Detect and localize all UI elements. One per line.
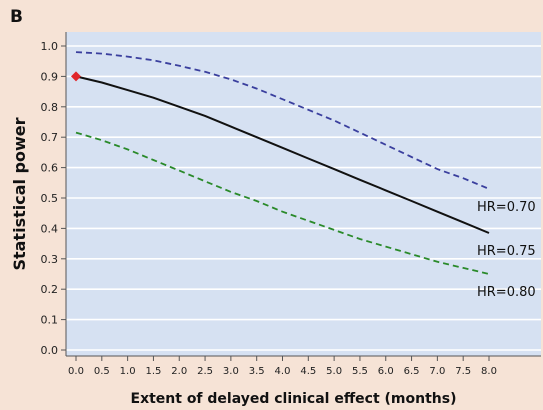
y-tick-label: 0.3	[41, 253, 59, 266]
series-label: HR=0.75	[477, 244, 536, 259]
gridlines	[66, 45, 541, 351]
x-tick-label: 2.0	[171, 366, 187, 377]
x-tick-label: 7.0	[429, 366, 445, 377]
y-tick-label: 0.9	[41, 70, 59, 83]
x-tick-label: 4.0	[275, 366, 291, 377]
y-tick-label: 0.4	[41, 222, 59, 235]
y-tick-label: 0.0	[41, 344, 59, 357]
series-line-hr-0-75	[75, 75, 490, 234]
x-tick-label: 1.0	[120, 366, 136, 377]
x-tick-label: 4.5	[300, 366, 316, 377]
x-tick-label: 0.5	[94, 366, 110, 377]
x-tick-label: 2.5	[197, 366, 213, 377]
y-tick-label: 0.6	[41, 162, 59, 175]
y-tick-label: 1.0	[41, 40, 59, 53]
x-axis-title: Extent of delayed clinical effect (month…	[131, 391, 457, 407]
panel-label: B	[10, 7, 23, 27]
y-tick-label: 0.7	[41, 131, 59, 144]
x-tick-label: 5.0	[326, 366, 342, 377]
x-tick-label: 6.5	[404, 366, 420, 377]
y-tick-label: 0.8	[41, 101, 59, 114]
x-tick-label: 0.0	[68, 366, 84, 377]
y-tick-label: 0.2	[41, 283, 59, 296]
series-lines	[75, 51, 490, 275]
markers	[71, 71, 81, 82]
diamond-marker	[71, 71, 81, 82]
annotations: HR=0.70 HR=0.75 HR=0.80	[477, 200, 536, 300]
series-label: HR=0.80	[477, 285, 536, 300]
axes: 0.0 0.1 0.2 0.3 0.4 0.5 0.6 0.7 0.8 0.9 1.0 0.0 0.5 1…	[41, 32, 541, 377]
x-tick-label: 1.5	[145, 366, 161, 377]
y-tick-label: 0.1	[41, 314, 59, 327]
series-label: HR=0.70	[477, 200, 536, 215]
x-tick-label: 3.0	[223, 366, 239, 377]
series-line-hr-0-80	[75, 131, 490, 275]
x-tick-label: 5.5	[352, 366, 368, 377]
series-line-hr-0-70	[75, 51, 490, 190]
x-tick-label: 3.5	[249, 366, 265, 377]
y-tick-label: 0.5	[41, 192, 59, 205]
plot-area	[66, 32, 541, 356]
y-axis-title: Statistical power	[10, 117, 29, 270]
x-tick-label: 8.0	[481, 366, 497, 377]
x-tick-label: 7.5	[455, 366, 471, 377]
x-tick-label: 6.0	[378, 366, 394, 377]
